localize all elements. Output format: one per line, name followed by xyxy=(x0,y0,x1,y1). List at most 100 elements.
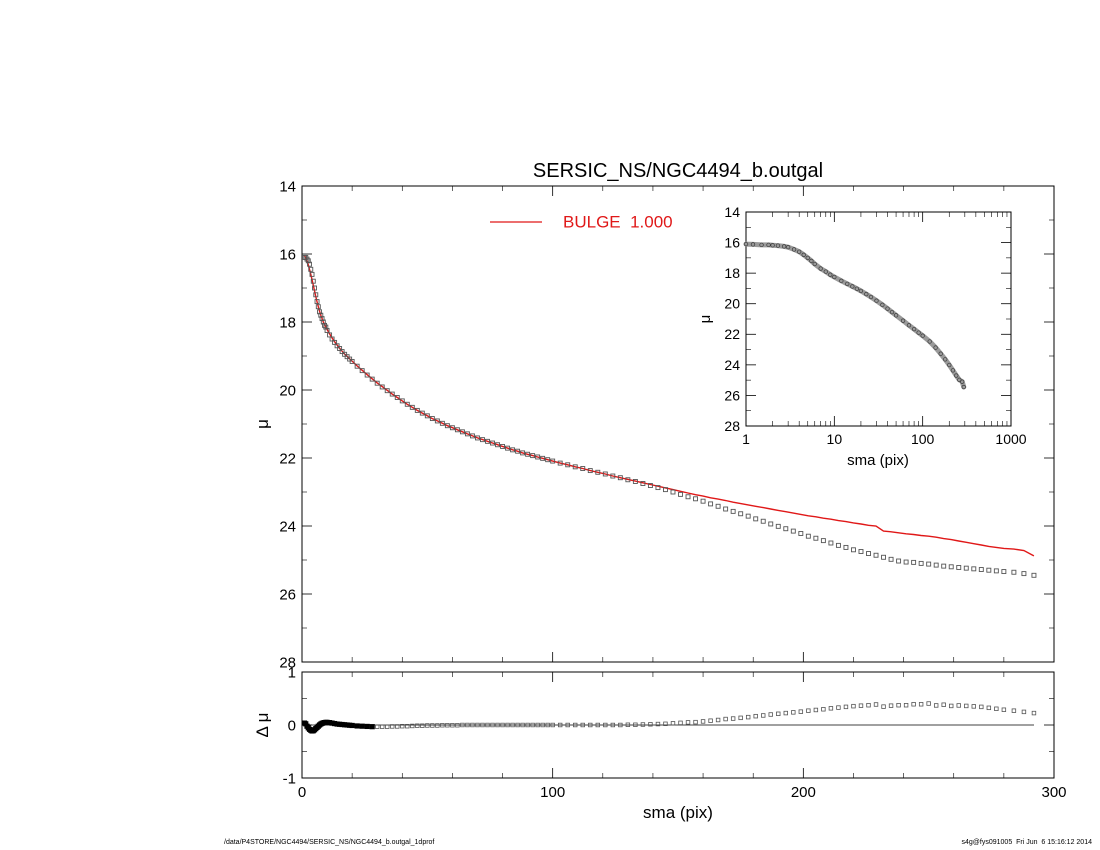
data-point xyxy=(444,423,450,429)
residual-point xyxy=(858,703,864,708)
data-point xyxy=(1021,571,1027,577)
residual-point xyxy=(603,722,608,728)
inset-data-point xyxy=(845,281,850,286)
residual-point xyxy=(557,722,563,728)
residual-y-axis-label: Δ μ xyxy=(253,713,272,738)
residual-point xyxy=(655,721,661,727)
residual-point xyxy=(768,712,773,717)
data-point xyxy=(495,442,500,448)
inset-data-point xyxy=(797,249,802,254)
residual-point xyxy=(349,722,355,729)
residual-point xyxy=(986,705,992,711)
legend: BULGE 1.000 xyxy=(490,212,673,231)
data-point xyxy=(888,556,894,562)
residual-point xyxy=(465,722,470,728)
data-point xyxy=(470,433,475,439)
data-point xyxy=(956,565,962,570)
y-tick-label: 28 xyxy=(279,654,296,671)
data-point xyxy=(678,491,683,497)
footer-file-path: /data/P4STORE/NGC4494/SERSIC_NS/NGC4494_… xyxy=(224,839,435,846)
inset-data-point xyxy=(812,261,817,267)
y-tick-label: 14 xyxy=(724,204,740,220)
x-tick-label: 0 xyxy=(298,784,306,801)
main-y-axis-label: μ xyxy=(253,419,272,429)
data-point xyxy=(449,425,455,431)
data-point xyxy=(617,475,623,481)
data-point xyxy=(379,384,385,390)
data-point xyxy=(359,368,365,374)
residual-point xyxy=(776,711,781,716)
x-tick-label: 200 xyxy=(791,784,816,801)
data-point xyxy=(911,559,917,565)
inset-data-point xyxy=(801,252,806,257)
residual-point xyxy=(475,722,480,728)
inset-data-point xyxy=(961,384,966,390)
data-point xyxy=(308,266,314,272)
residual-point xyxy=(455,723,460,728)
residual-point xyxy=(994,706,999,711)
inset-data-point xyxy=(766,242,771,248)
data-point xyxy=(545,457,551,463)
data-point xyxy=(963,565,969,571)
data-point xyxy=(565,462,571,468)
residual-point xyxy=(903,703,909,708)
inset-data-point xyxy=(947,362,952,368)
data-point xyxy=(434,418,440,424)
residual-point xyxy=(896,703,901,708)
residual-point xyxy=(670,721,676,726)
residual-point xyxy=(911,702,916,707)
data-point xyxy=(926,561,932,567)
data-point xyxy=(693,496,698,502)
inset-plot-frame xyxy=(745,211,1012,427)
residual-point xyxy=(971,704,976,709)
residual-point xyxy=(685,720,691,725)
data-point xyxy=(389,391,395,397)
inset-data-point xyxy=(920,333,925,338)
residual-point xyxy=(1011,708,1017,713)
data-point xyxy=(384,388,390,394)
y-tick-label: 18 xyxy=(724,265,740,281)
inset-data-point xyxy=(927,339,932,344)
residual-point xyxy=(813,707,819,713)
residual-point xyxy=(610,722,616,728)
data-point xyxy=(314,299,320,305)
residual-point xyxy=(405,723,410,729)
residual-point xyxy=(580,722,585,728)
residual-point xyxy=(783,710,788,716)
residual-point xyxy=(369,724,375,730)
residual-point xyxy=(941,702,946,707)
data-point xyxy=(323,324,329,330)
data-point xyxy=(768,521,774,527)
x-tick-label: 10 xyxy=(827,431,843,447)
data-point xyxy=(851,547,856,553)
residual-point xyxy=(435,723,440,728)
data-point xyxy=(670,489,676,495)
data-point xyxy=(572,464,578,470)
residual-point xyxy=(385,724,390,729)
residual-point xyxy=(761,713,766,718)
residual-point xyxy=(545,722,550,728)
inset-data-point xyxy=(832,274,837,280)
data-point xyxy=(858,549,864,554)
data-point xyxy=(775,523,781,529)
residual-point xyxy=(505,722,510,728)
inset-data-point xyxy=(750,242,756,247)
data-point xyxy=(978,567,984,572)
residual-point xyxy=(708,718,713,723)
residual-point xyxy=(364,723,370,730)
residual-point xyxy=(595,722,600,728)
inset-x-axis-label: sma (pix) xyxy=(847,452,909,469)
inset-data-point xyxy=(850,284,855,289)
data-point xyxy=(399,398,405,404)
data-point xyxy=(813,535,819,541)
data-point xyxy=(464,431,470,437)
inset-data-point xyxy=(781,244,787,249)
residual-point xyxy=(540,722,545,728)
main-plot-panel: 14 16 18 20 22 24 26 28 μ BULGE 1.000 xyxy=(253,178,1055,671)
residual-point xyxy=(888,703,894,708)
inset-data-point xyxy=(893,313,899,318)
residual-point xyxy=(693,719,698,725)
inset-data-point xyxy=(743,241,749,247)
residual-point xyxy=(450,723,455,728)
inset-data-point xyxy=(954,373,959,378)
